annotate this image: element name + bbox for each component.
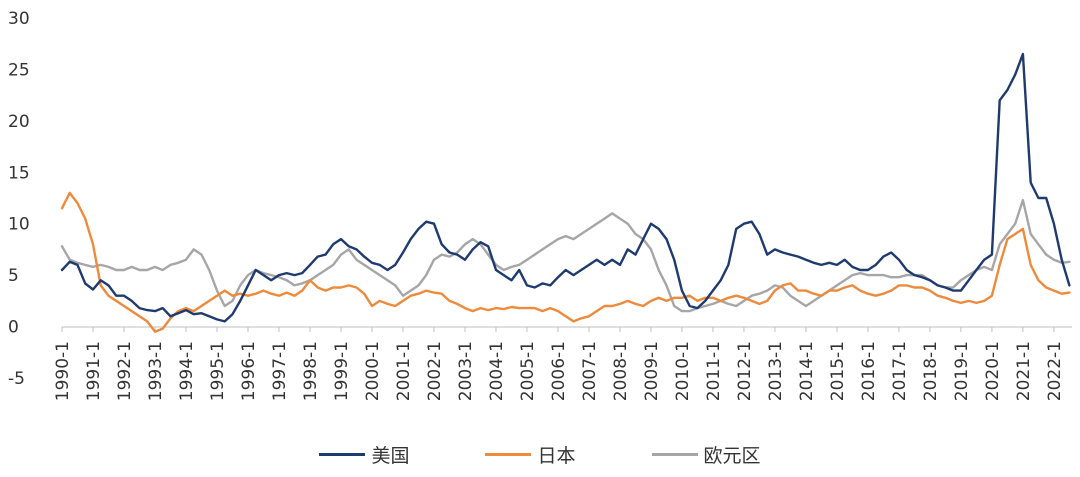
- x-tick-label: 2007-1: [580, 341, 600, 401]
- x-tick-label: 2022-1: [1045, 341, 1065, 401]
- y-tick-label: 20: [8, 112, 30, 132]
- x-tick-label: 2008-1: [611, 341, 631, 401]
- x-tick-label: 2009-1: [642, 341, 662, 401]
- y-axis-ticks: 30 25 20 15 10 5 0 -5: [8, 9, 30, 389]
- y-tick-label: 15: [8, 163, 30, 183]
- x-tick-label: 2020-1: [983, 341, 1003, 401]
- x-tick-label: 2015-1: [828, 341, 848, 401]
- x-tick-label: 1990-1: [53, 341, 73, 401]
- x-tick-label: 2016-1: [859, 341, 879, 401]
- legend-label-eurozone: 欧元区: [703, 444, 761, 467]
- x-tick-label: 2019-1: [952, 341, 972, 401]
- y-tick-label: 10: [8, 215, 30, 235]
- x-tick-label: 2000-1: [363, 341, 383, 401]
- y-tick-label: 25: [8, 60, 30, 80]
- legend-item-japan: 日本: [485, 441, 576, 468]
- series-line-us: [60, 52, 1071, 323]
- x-tick-label: 2010-1: [673, 341, 693, 401]
- legend-swatch-eurozone: [651, 452, 698, 456]
- x-tick-label: 2005-1: [518, 341, 538, 401]
- y-tick-label: -5: [8, 369, 25, 389]
- x-tick-label: 2013-1: [766, 341, 786, 401]
- x-tick-label: 2002-1: [425, 341, 445, 401]
- x-tick-label: 1992-1: [115, 341, 135, 401]
- x-tick-label: 2001-1: [394, 341, 414, 401]
- y-tick-label: 5: [8, 266, 19, 286]
- legend-swatch-us: [319, 452, 366, 456]
- legend-swatch-japan: [485, 452, 532, 456]
- x-tick-label: 2014-1: [797, 341, 817, 401]
- x-tick-label: 1997-1: [270, 341, 290, 401]
- x-tick-label: 1998-1: [301, 341, 321, 401]
- x-tick-label: 1991-1: [84, 341, 104, 401]
- y-tick-label: 0: [8, 318, 19, 338]
- x-tick-label: 2012-1: [735, 341, 755, 401]
- legend-label-us: 美国: [371, 444, 410, 467]
- x-tick-label: 2018-1: [921, 341, 941, 401]
- x-tick-label: 2006-1: [549, 341, 569, 401]
- x-tick-label: 1993-1: [146, 341, 166, 401]
- legend-item-us: 美国: [319, 441, 409, 468]
- x-tick-label: 2017-1: [890, 341, 910, 401]
- x-tick-label: 2011-1: [704, 341, 724, 401]
- series-line-japan: [60, 191, 1071, 333]
- x-tick-label: 1996-1: [239, 341, 259, 401]
- y-tick-label: 30: [8, 9, 30, 29]
- x-tick-label: 2021-1: [1014, 341, 1034, 401]
- series-lines: [60, 52, 1071, 333]
- series-line-eurozone: [60, 198, 1071, 313]
- x-axis: 1990-1 1991-1 1992-1 1993-1 1994-1 1995-1 1996…: [53, 326, 1072, 401]
- x-tick-label: 1994-1: [177, 341, 197, 401]
- x-tick-label: 1999-1: [332, 341, 352, 401]
- legend-label-japan: 日本: [537, 444, 576, 467]
- x-tick-label: 2004-1: [487, 341, 507, 401]
- x-tick-label: 1995-1: [208, 341, 228, 401]
- legend: 美国 日本 欧元区: [0, 436, 1080, 472]
- x-tick-label: 2003-1: [456, 341, 476, 401]
- legend-item-eurozone: 欧元区: [651, 441, 761, 468]
